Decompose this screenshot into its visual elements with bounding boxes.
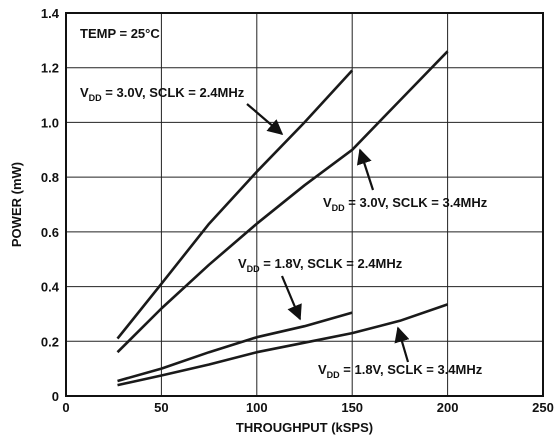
x-tick-label: 250 [532,400,554,415]
series-label-1: VDD = 3.0V, SCLK = 2.4MHz [80,85,245,103]
x-tick-label: 150 [341,400,363,415]
series-label-2: VDD = 3.0V, SCLK = 3.4MHz [323,195,488,213]
y-tick-labels: 0 0.2 0.4 0.6 0.8 1.0 1.2 1.4 [41,6,60,404]
y-tick-label: 1.0 [41,115,59,130]
series-label-4: VDD = 1.8V, SCLK = 3.4MHz [318,362,483,380]
annotation-arrows [246,103,410,363]
series-line-2 [116,50,449,354]
y-tick-label: 0 [52,389,59,404]
annotation-arrow-1 [246,103,284,136]
y-tick-label: 0.2 [41,334,59,349]
y-tick-label: 1.2 [41,61,59,76]
y-tick-label: 0.8 [41,170,59,185]
x-tick-label: 200 [437,400,459,415]
x-tick-label: 0 [62,400,69,415]
series-line-1 [116,69,354,340]
y-tick-label: 1.4 [41,6,60,21]
annotation-arrow-2 [356,148,375,191]
series-label-3: VDD = 1.8V, SCLK = 2.4MHz [238,256,403,274]
plot-frame [65,12,544,397]
x-tick-label: 100 [246,400,268,415]
y-axis-label: POWER (mW) [9,162,24,247]
x-tick-labels: 0 50 100 150 200 250 [62,400,553,415]
series-lines [116,50,449,387]
annotation-arrow-4 [394,326,410,363]
x-axis-label: THROUGHPUT (kSPS) [236,420,373,435]
x-tick-label: 50 [154,400,168,415]
series-line-3 [117,311,353,383]
annotation-arrow-3 [280,275,302,321]
y-tick-label: 0.6 [41,225,59,240]
series-labels: VDD = 3.0V, SCLK = 2.4MHz VDD = 3.0V, SCL… [80,85,488,380]
temp-annotation: TEMP = 25°C [80,26,160,41]
series-line-4 [117,303,449,387]
y-tick-label: 0.4 [41,280,60,295]
